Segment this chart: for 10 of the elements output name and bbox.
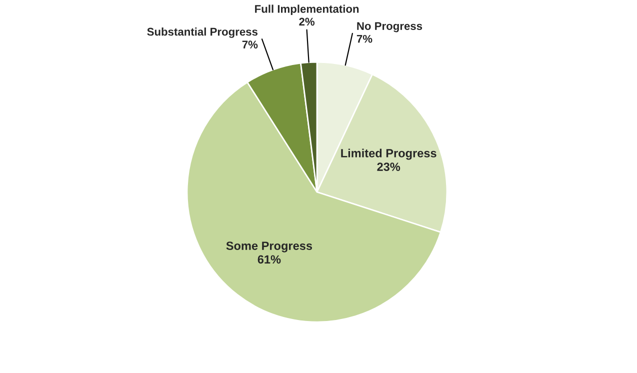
slice-label: Substantial Progress bbox=[147, 28, 258, 38]
slice-label: Limited Progress bbox=[341, 148, 436, 160]
data-label: 7% bbox=[356, 34, 372, 43]
slice-label: No Progress bbox=[357, 22, 422, 32]
slice-label: Full Implementation bbox=[255, 4, 359, 16]
data-label: 7% bbox=[242, 40, 258, 48]
slice-label: Some Progress bbox=[226, 242, 312, 252]
data-label: 61% bbox=[258, 255, 281, 264]
data-label: 2% bbox=[299, 18, 315, 26]
data-label: 23% bbox=[377, 162, 400, 172]
